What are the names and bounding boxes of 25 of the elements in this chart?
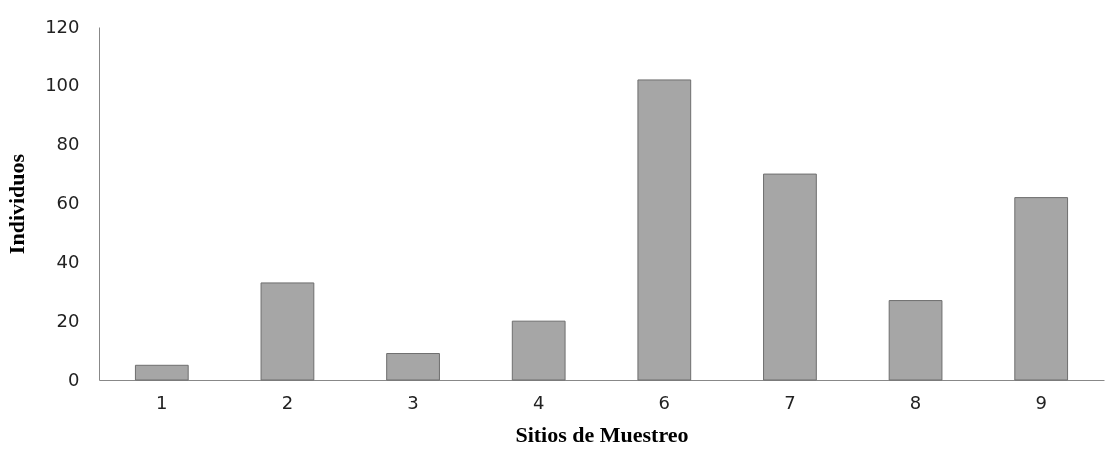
y-tick-label: 120 [45,15,80,37]
y-tick-label: 20 [56,309,80,331]
bar [134,364,189,381]
bar [888,300,943,381]
x-tick-label: 3 [407,391,419,413]
bar [1014,197,1069,381]
bar [637,79,692,381]
y-tick-label: 100 [45,74,80,96]
x-tick-label: 2 [281,391,294,413]
x-tick-label: 7 [784,391,796,413]
y-axis-title: Individuos [4,153,30,255]
bar [260,282,315,381]
y-tick-label: 60 [56,192,80,213]
bar [386,353,440,381]
x-axis-title: Sitios de Muestreo [515,421,689,447]
x-tick-label: 6 [658,391,671,413]
x-tick-label: 9 [1035,391,1047,413]
y-tick-label: 80 [56,133,80,155]
x-tick-label: 8 [909,391,922,413]
x-tick-label: 4 [532,391,545,413]
x-tick-label: 1 [156,391,168,413]
y-tick-label: 40 [56,250,80,272]
y-tick-label: 0 [68,368,80,390]
bar [763,173,817,381]
bar [511,320,566,381]
